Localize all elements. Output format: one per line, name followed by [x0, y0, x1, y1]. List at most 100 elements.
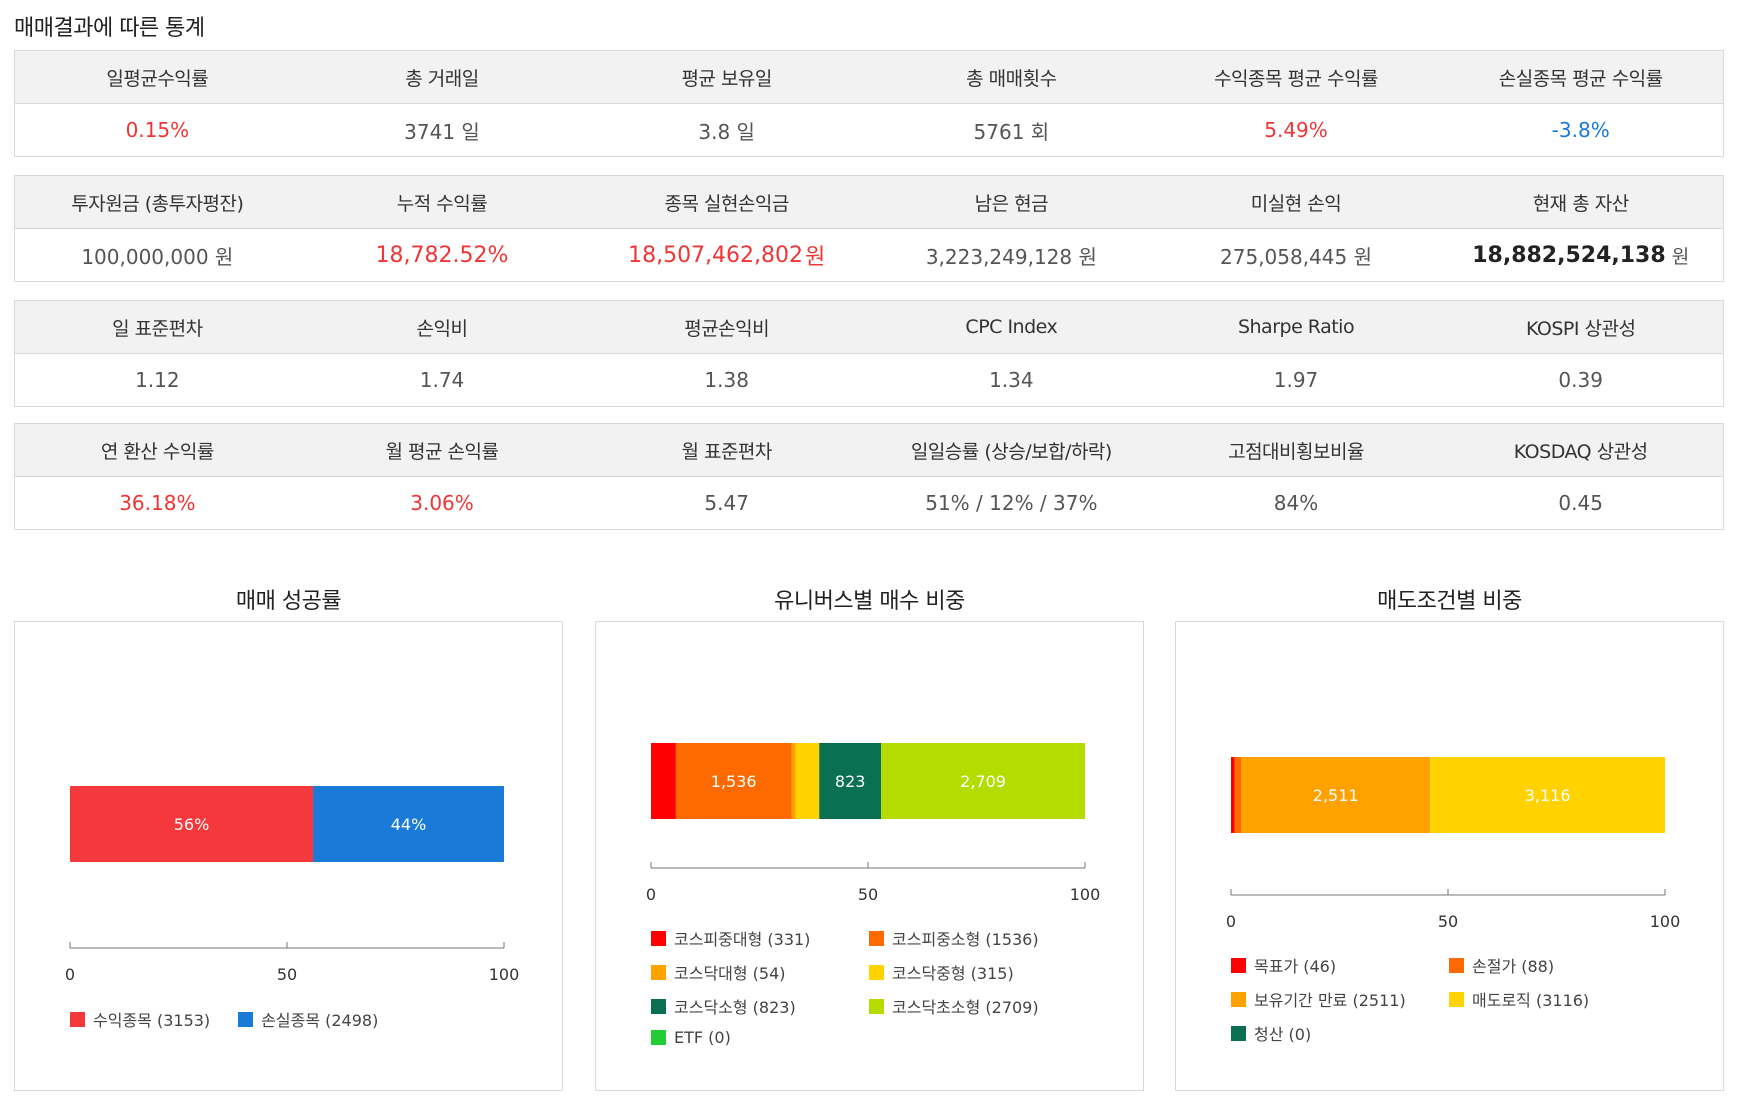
legend-item[interactable]: 수익종목 (3153): [70, 1007, 210, 1031]
legend-item[interactable]: 목표가 (46): [1231, 953, 1421, 977]
legend-swatch: [651, 930, 666, 946]
stats-value-row: 36.18% 3.06% 5.47 51% / 12% / 37% 84% 0.…: [15, 477, 1723, 529]
chart-panel-universe-buy: 1,536 823 2,709 0 50 100 코스피중대형 (331) 코스피중소형 (…: [595, 621, 1144, 1091]
legend-swatch: [70, 1011, 85, 1027]
legend-swatch: [869, 964, 884, 980]
legend-item[interactable]: 코스닥소형 (823): [651, 994, 841, 1018]
legend-swatch: [1231, 1025, 1246, 1041]
legend-swatch: [651, 998, 666, 1014]
value-total-assets-cell: 18,882,524,138 원: [1438, 229, 1723, 281]
legend-item[interactable]: 코스피중대형 (331): [651, 926, 841, 950]
bar-segment-3: [1430, 757, 1665, 833]
bar-data-label-2: 2,511: [1313, 786, 1359, 805]
legend-swatch: [1231, 957, 1246, 973]
value-kosdaq-correlation: 0.45: [1558, 491, 1603, 515]
stats-value-row: 1.12 1.74 1.38 1.34 1.97 0.39: [15, 354, 1723, 406]
header-profit-loss-ratio: 손익비: [416, 317, 468, 340]
value-daily-avg-return: 0.15%: [125, 118, 190, 142]
legend-item[interactable]: 코스닥중형 (315): [869, 960, 1039, 984]
legend-label: 손절가 (88): [1472, 957, 1555, 976]
bar-segment-2: [1241, 757, 1431, 833]
value-realized-pnl-unit: 원: [805, 245, 826, 270]
stats-header-row: 투자원금 (총투자평잔) 누적 수익률 종목 실현손익금 남은 현금 미실현 손…: [15, 176, 1723, 229]
legend-item[interactable]: 매도로직 (3116): [1449, 987, 1589, 1011]
bar-segment-0: [70, 786, 314, 862]
value-sideways-ratio: 84%: [1273, 491, 1319, 515]
stats-table-ratios: 일 표준편차 손익비 평균손익비 CPC Index Sharpe Ratio …: [14, 300, 1724, 407]
sell-condition-chart: 2,511 3,116 0 50 100: [1226, 757, 1681, 931]
stats-table-annual: 연 환산 수익률 월 평균 손익률 월 표준편차 일일승률 (상승/보합/하락)…: [14, 423, 1724, 530]
header-daily-stddev: 일 표준편차: [112, 317, 203, 340]
legend-label: 코스닥소형 (823): [674, 998, 796, 1017]
legend-item[interactable]: 손절가 (88): [1449, 953, 1589, 977]
value-cpc-index: 1.34: [989, 368, 1034, 392]
legend-item[interactable]: 코스피중소형 (1536): [869, 926, 1039, 950]
stats-header-row: 일 표준편차 손익비 평균손익비 CPC Index Sharpe Ratio …: [15, 301, 1723, 354]
stats-table-returns: 일평균수익률 총 거래일 평균 보유일 총 매매횟수 수익종목 평균 수익률 손…: [14, 50, 1724, 157]
bar-segment-4: [819, 743, 882, 819]
legend-label: 코스피중소형 (1536): [892, 930, 1039, 949]
sell-condition-legend: 목표가 (46) 손절가 (88) 보유기간 만료 (2511) 매도로직 (3116…: [1231, 953, 1589, 1045]
success-rate-chart: 56% 44% 0 50 100: [65, 786, 520, 984]
value-profit-loss-ratio: 1.74: [419, 368, 465, 392]
bar-data-label-1: 44%: [391, 815, 427, 834]
header-total-trading-days: 총 거래일: [405, 67, 479, 90]
value-win-avg-return: 5.49%: [1264, 118, 1328, 142]
universe-buy-chart: 1,536 823 2,709 0 50 100: [646, 743, 1101, 904]
bar-segment-2: [791, 743, 796, 819]
bar-segment-1: [675, 743, 792, 819]
stats-header-row: 일평균수익률 총 거래일 평균 보유일 총 매매횟수 수익종목 평균 수익률 손…: [15, 51, 1723, 104]
x-tick-label: 0: [646, 885, 656, 904]
x-tick-label: 100: [1650, 912, 1681, 931]
x-tick-label: 50: [858, 885, 878, 904]
x-tick-label: 100: [1070, 885, 1101, 904]
chart-panel-success-rate: 56% 44% 0 50 100 수익종목 (3153) 손실종목 (2498): [14, 621, 563, 1091]
x-tick-label: 50: [277, 965, 297, 984]
value-realized-pnl-cell: 18,507,462,802 원: [584, 229, 869, 281]
chart-title-universe-buy: 유니버스별 매수 비중: [774, 589, 965, 614]
value-sharpe-ratio: 1.97: [1273, 368, 1319, 392]
bar-segment-1: [1234, 757, 1242, 833]
value-total-trading-days: 3741 일: [404, 119, 480, 144]
legend-label: 코스닥대형 (54): [674, 964, 786, 983]
legend-label: 손실종목 (2498): [261, 1011, 379, 1030]
legend-item[interactable]: 코스닥초소형 (2709): [869, 994, 1039, 1018]
universe-buy-legend: 코스피중대형 (331) 코스피중소형 (1536) 코스닥대형 (54) 코스닥중형…: [651, 926, 1039, 1047]
header-avg-profit-loss-ratio: 평균손익비: [684, 317, 770, 340]
header-annualized-return: 연 환산 수익률: [100, 440, 214, 463]
x-tick-label: 50: [1438, 912, 1458, 931]
header-daily-avg-return: 일평균수익률: [106, 67, 209, 90]
x-tick-label: 0: [65, 965, 75, 984]
chart-title-sell-condition: 매도조건별 비중: [1377, 589, 1522, 614]
legend-label: ETF (0): [674, 1028, 731, 1047]
bar-segment-5: [881, 743, 1085, 819]
legend-item[interactable]: 보유기간 만료 (2511): [1231, 987, 1421, 1011]
header-realized-pnl: 종목 실현손익금: [664, 192, 789, 215]
value-avg-profit-loss-ratio: 1.38: [704, 368, 749, 392]
value-monthly-avg-pnl: 3.06%: [410, 491, 474, 515]
bar-data-label-5: 2,709: [960, 772, 1006, 791]
legend-label: 코스피중대형 (331): [674, 930, 811, 949]
legend-item[interactable]: 손실종목 (2498): [238, 1007, 378, 1031]
legend-swatch: [1449, 957, 1464, 973]
header-kosdaq-correlation: KOSDAQ 상관성: [1513, 440, 1648, 463]
value-daily-stddev: 1.12: [135, 368, 180, 392]
bar-segment-0: [651, 743, 676, 819]
legend-item[interactable]: 청산 (0): [1231, 1021, 1421, 1045]
value-cumulative-return: 18,782.52%: [375, 242, 509, 268]
legend-swatch: [238, 1011, 254, 1027]
value-kospi-correlation: 0.39: [1558, 368, 1603, 392]
value-total-assets-unit: 원: [1671, 245, 1690, 268]
bar-segment-3: [795, 743, 820, 819]
header-sharpe-ratio: Sharpe Ratio: [1237, 316, 1355, 338]
legend-item[interactable]: ETF (0): [651, 1028, 841, 1047]
x-tick-label: 100: [489, 965, 520, 984]
bar-data-label-1: 1,536: [711, 772, 757, 791]
bar-data-label-4: 823: [835, 772, 866, 791]
chart-panel-sell-condition: 2,511 3,116 0 50 100 목표가 (46) 손절가 (88) 보유기간 만료…: [1175, 621, 1724, 1091]
header-unrealized-pnl: 미실현 손익: [1250, 192, 1342, 215]
header-daily-win-rate: 일일승률 (상승/보합/하락): [910, 440, 1112, 463]
x-tick-label: 0: [1226, 912, 1236, 931]
legend-swatch: [1231, 991, 1246, 1007]
legend-item[interactable]: 코스닥대형 (54): [651, 960, 841, 984]
